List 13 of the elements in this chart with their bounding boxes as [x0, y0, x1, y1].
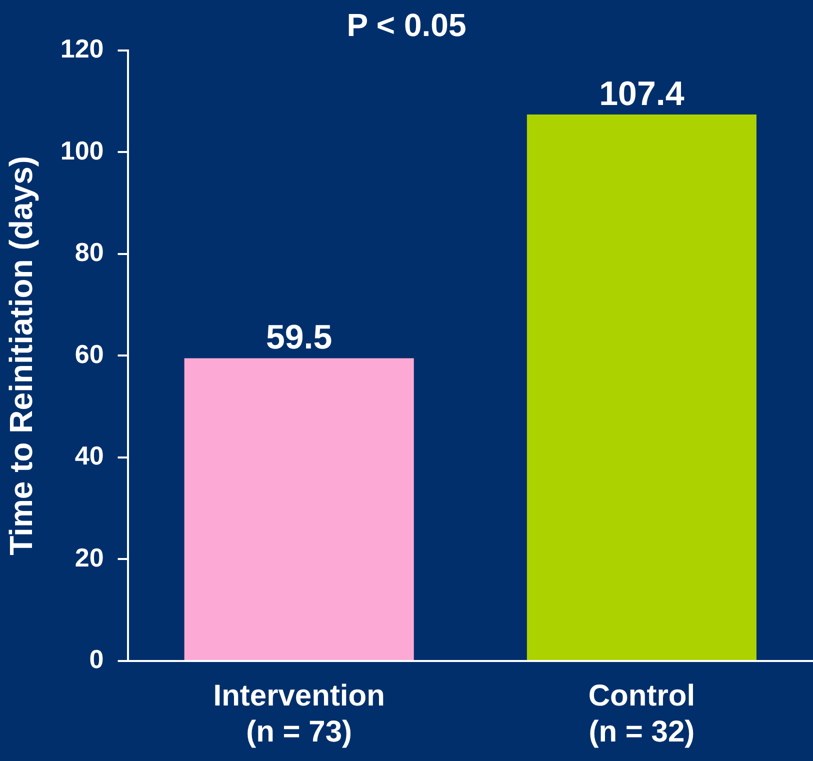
y-axis-title: Time to Reinitiation (days)	[3, 156, 40, 556]
data-label: 107.4	[599, 74, 684, 113]
y-tick-label: 40	[74, 440, 104, 471]
y-tick-label: 20	[74, 542, 104, 572]
x-tick-label: Intervention (n = 73)	[213, 679, 385, 748]
y-tick-label: 100	[60, 135, 104, 166]
data-label: 59.5	[266, 318, 332, 357]
y-tick-label: 80	[74, 237, 104, 268]
y-tick-label: 0	[89, 644, 104, 674]
chart-title: P < 0.05	[346, 7, 466, 44]
y-tick-label: 120	[60, 34, 104, 64]
y-tick-label: 60	[74, 338, 104, 369]
x-tick-label: Control (n = 32)	[588, 679, 696, 748]
